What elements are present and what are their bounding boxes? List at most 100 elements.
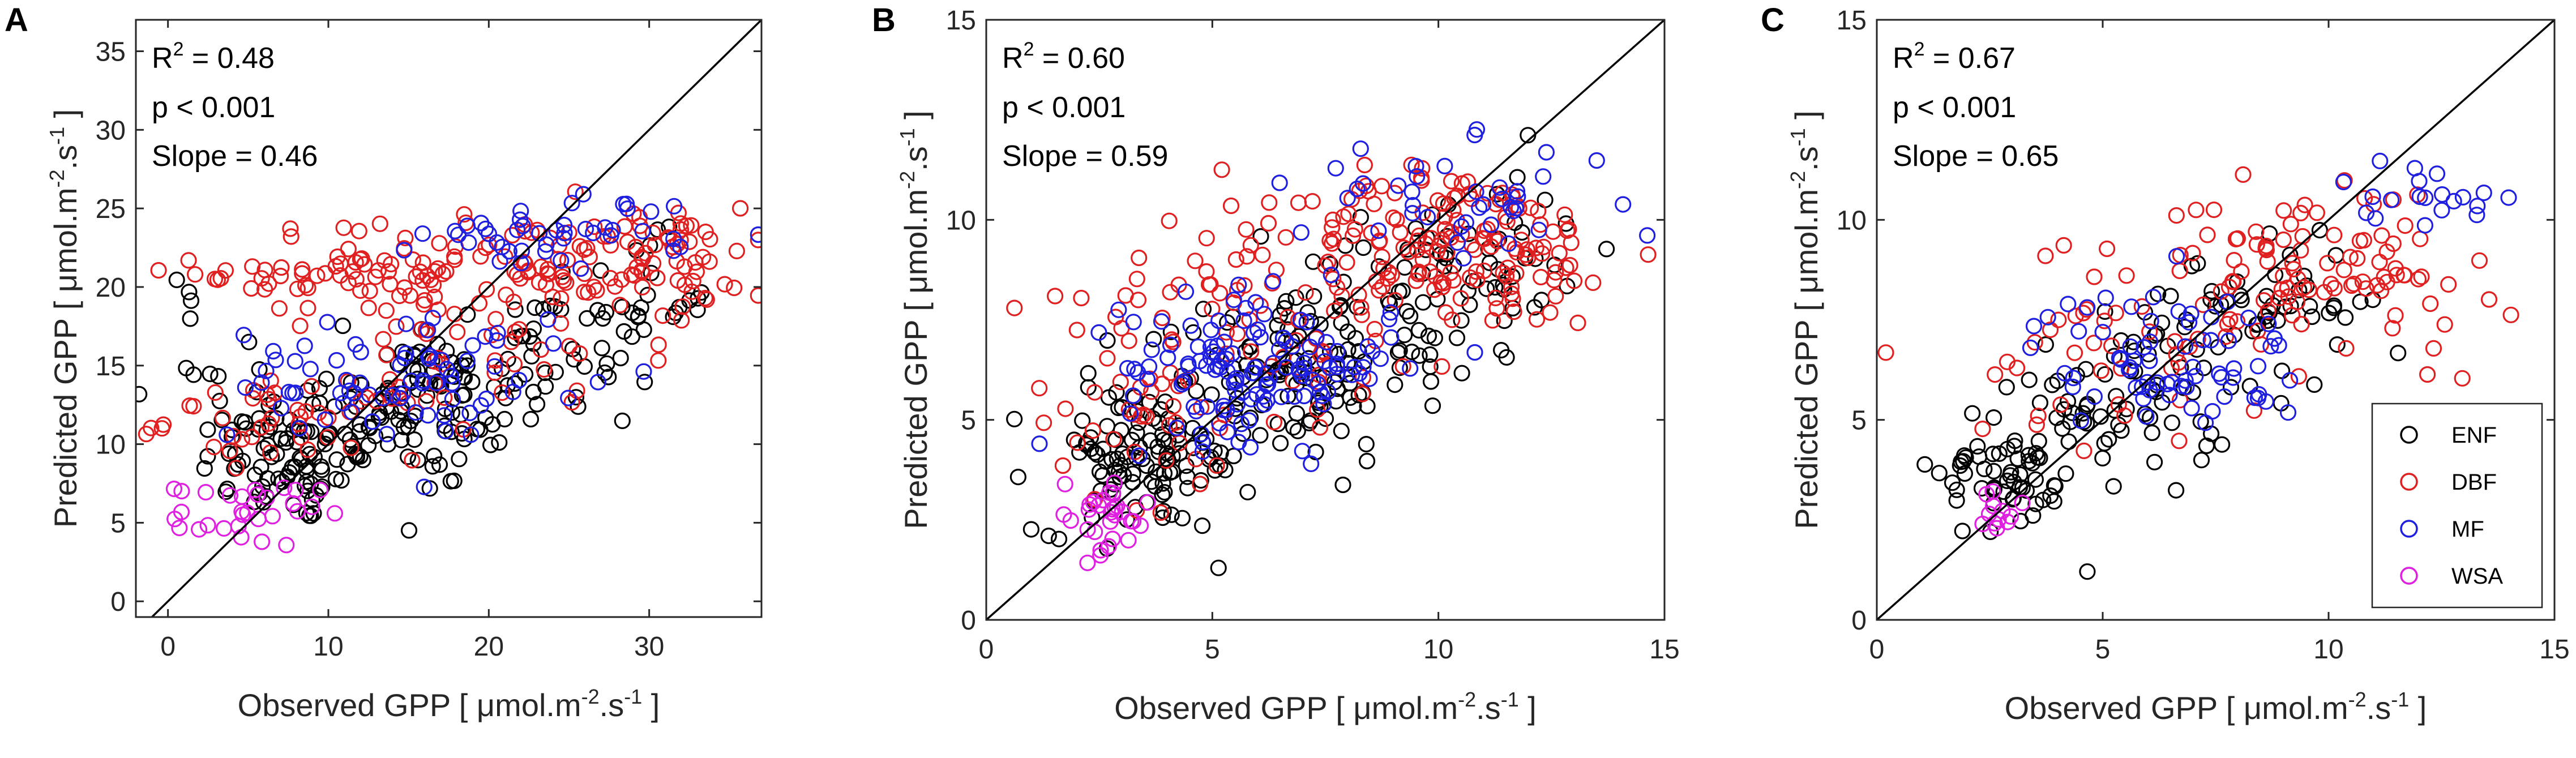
point-mf [1316,353,1333,370]
point-mf [538,236,555,253]
point-enf [2325,297,2343,314]
point-dbf [2259,253,2276,270]
point-dbf [1409,232,1426,249]
point-enf [1410,322,1427,339]
point-mf [1381,311,1398,328]
point-mf [463,426,480,443]
point-dbf [2050,311,2067,328]
point-dbf [1297,284,1314,301]
point-enf [1239,483,1256,500]
point-dbf [1086,384,1103,401]
point-dbf [292,318,309,335]
x-axis-title-mid: .s [600,687,624,723]
point-mf [343,404,361,421]
point-dbf [731,200,749,217]
point-enf [1252,228,1269,245]
data-points [1006,121,1657,576]
point-mf [2279,404,2297,421]
point-dbf [2413,268,2430,285]
point-mf [416,478,433,495]
point-mf [433,352,450,369]
point-mf [1131,447,1148,464]
point-mf [1419,209,1436,226]
point-dbf [299,299,316,316]
r-squared-annotation: R2 = 0.60 [1002,38,1125,75]
point-mf [1639,227,1656,244]
point-enf [2168,482,2185,499]
point-mf [1273,388,1290,405]
point-enf [2068,367,2085,384]
point-dbf [507,323,524,340]
point-dbf [2271,289,2288,307]
point-mf [1278,359,1295,376]
point-mf [1505,203,1522,220]
point-dbf [1345,227,1362,244]
point-enf [567,389,585,406]
point-mf [1226,374,1243,391]
point-enf [1948,481,1965,498]
point-dbf [1346,221,1363,238]
y-axis-title-text: Predicted GPP [ μmol.m [1788,189,1824,529]
point-wsa [2014,494,2031,512]
point-mf [2138,408,2155,425]
point-enf [1333,422,1350,439]
y-tick-label: 10 [946,205,976,235]
point-dbf [289,280,306,297]
point-enf [482,436,499,453]
point-dbf [1167,414,1184,431]
point-dbf [2107,305,2124,322]
point-dbf [623,266,640,283]
point-dbf [1154,375,1171,392]
point-mf [1311,383,1329,401]
point-dbf [1202,276,1219,293]
point-dbf [576,241,593,258]
point-dbf [1242,237,1259,254]
point-dbf [412,321,429,338]
legend-label-mf: MF [2451,517,2484,542]
point-dbf [1354,386,1371,402]
point-dbf [1371,233,1388,251]
point-enf [272,430,289,447]
point-dbf [613,271,630,288]
x-axis-title-exp: -2 [581,685,600,708]
point-enf [2047,478,2064,495]
point-mf [414,372,431,389]
point-mf [2112,351,2129,368]
point-dbf [1535,238,1552,255]
point-dbf [430,301,447,318]
point-dbf [2028,416,2045,433]
point-enf [1964,405,1981,422]
point-dbf [2355,232,2372,249]
point-enf [406,431,423,448]
point-dbf [1413,172,1430,189]
point-enf [1103,451,1120,468]
point-enf [1006,410,1023,427]
point-dbf [1387,185,1403,202]
point-mf [1233,416,1250,432]
point-enf [2146,453,2163,470]
point-mf [2220,332,2237,349]
point-wsa [1055,506,1072,523]
point-dbf [1407,272,1424,289]
point-enf [1185,324,1202,341]
point-enf [2027,471,2044,488]
point-enf [233,413,250,430]
point-mf [335,395,352,412]
panel-letter: A [5,2,28,38]
point-mf [2260,315,2277,332]
point-enf [379,436,397,453]
point-enf [1210,559,1227,576]
point-dbf [508,266,525,283]
point-enf [496,410,513,428]
point-dbf [2009,359,2026,376]
point-mf [1264,273,1282,290]
point-enf [1162,323,1179,340]
r-squared-annotation: R2 = 0.67 [1893,38,2016,75]
point-mf [1238,299,1255,316]
point-dbf [425,276,442,293]
point-enf [623,328,641,345]
point-dbf [299,280,316,297]
point-mf [2056,365,2073,382]
point-enf [2143,424,2160,442]
point-mf [1436,157,1453,174]
